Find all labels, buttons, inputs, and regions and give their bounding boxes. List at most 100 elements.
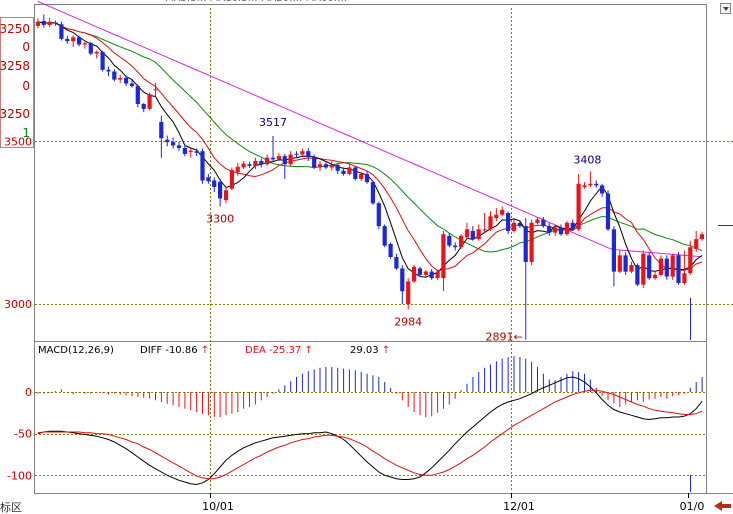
- grid-lines: [35, 8, 733, 492]
- up-arrow-icon: ↑: [304, 345, 312, 356]
- candle: [41, 14, 46, 28]
- indicator-tab-label[interactable]: 标区: [0, 500, 22, 514]
- candle: [171, 137, 176, 149]
- left-value: 1: [22, 126, 30, 140]
- candle-body: [82, 43, 87, 45]
- price-label: 2984: [394, 315, 422, 328]
- candle: [176, 142, 182, 152]
- candle-body: [135, 86, 140, 104]
- candle-body: [388, 244, 393, 257]
- candle: [423, 270, 428, 277]
- candle-body: [464, 229, 470, 238]
- diff-line: [37, 376, 703, 486]
- candle-body: [570, 222, 575, 230]
- candle: [282, 153, 287, 179]
- candle-body: [259, 161, 264, 165]
- candle: [329, 160, 334, 171]
- date-axis: 10/01 12/01 01/0: [202, 225, 733, 513]
- candle-body: [241, 163, 246, 168]
- candle-body: [176, 145, 182, 148]
- candle: [335, 163, 340, 174]
- candle-body: [382, 226, 387, 246]
- candle: [511, 219, 517, 233]
- candle-body: [294, 153, 299, 155]
- candle-body: [688, 247, 693, 274]
- x-tick-label: 12/01: [503, 500, 535, 513]
- candle: [558, 224, 564, 236]
- up-arrow-icon: ↑: [382, 345, 390, 356]
- macd-panel[interactable]: [37, 356, 703, 486]
- candle-body: [547, 226, 552, 233]
- candle-body: [59, 24, 64, 39]
- candle: [253, 157, 258, 170]
- outer-frame: [34, 4, 707, 494]
- candle: [364, 170, 370, 184]
- candle: [118, 74, 123, 83]
- candle: [288, 151, 293, 166]
- candle: [223, 187, 229, 204]
- candle: [276, 152, 281, 161]
- candle-body: [312, 157, 317, 168]
- candle-body: [253, 161, 258, 166]
- dropdown-icon[interactable]: [720, 3, 731, 14]
- candle: [323, 162, 328, 170]
- macd-tick-label: 0: [25, 386, 32, 399]
- candle-body: [676, 255, 681, 284]
- candle-body: [670, 255, 675, 277]
- candle-body: [623, 255, 628, 272]
- candle: [382, 224, 387, 248]
- candle: [370, 180, 375, 205]
- macd-title: MACD(12,26,9): [38, 345, 114, 356]
- candle-body: [605, 193, 611, 230]
- candle-body: [500, 209, 505, 215]
- candle-body: [412, 266, 417, 282]
- candle-body: [47, 21, 52, 25]
- candle-body: [112, 71, 117, 80]
- candle: [165, 135, 170, 147]
- candle-body: [129, 83, 135, 87]
- candle: [611, 226, 616, 287]
- candle: [247, 161, 252, 169]
- macd-legend-item: DIFF -10.86 ↑: [140, 345, 209, 356]
- candle: [629, 261, 634, 274]
- price-label: 2891←: [485, 331, 522, 344]
- price-tick-label: 3500: [4, 136, 32, 149]
- candle: [259, 158, 264, 168]
- candle: [35, 18, 40, 29]
- candle-body: [447, 235, 452, 246]
- candle: [576, 174, 581, 231]
- candle-body: [106, 69, 111, 72]
- candle-body: [335, 164, 340, 171]
- candle: [124, 75, 129, 87]
- candle: [652, 271, 658, 280]
- price-tick-label: 3000: [4, 298, 32, 311]
- candle: [429, 269, 434, 280]
- candle-body: [582, 185, 587, 187]
- candle: [476, 224, 481, 241]
- candle: [218, 178, 223, 207]
- candle-body: [494, 214, 499, 218]
- candle: [59, 21, 64, 41]
- x-tick-label: 10/01: [202, 500, 234, 513]
- candle: [453, 242, 458, 251]
- candle: [400, 265, 405, 305]
- candle-body: [511, 222, 517, 231]
- candle-body: [652, 274, 658, 279]
- dea-line: [37, 389, 703, 480]
- price-annotations: 3517 3300 2984 2891← 3408: [206, 116, 601, 344]
- candle-body: [535, 219, 540, 223]
- candlestick-series[interactable]: [35, 14, 705, 340]
- candle: [71, 35, 76, 48]
- candle-body: [359, 174, 364, 179]
- candle-body: [94, 51, 99, 54]
- scroll-left-arrow-icon[interactable]: [714, 501, 731, 511]
- candle-body: [611, 229, 616, 272]
- candle: [541, 216, 546, 228]
- candle: [306, 147, 311, 161]
- candle-body: [370, 182, 375, 204]
- candle: [417, 266, 422, 277]
- ma60-line: [37, 1, 703, 258]
- candle: [394, 253, 399, 271]
- candle: [470, 226, 475, 241]
